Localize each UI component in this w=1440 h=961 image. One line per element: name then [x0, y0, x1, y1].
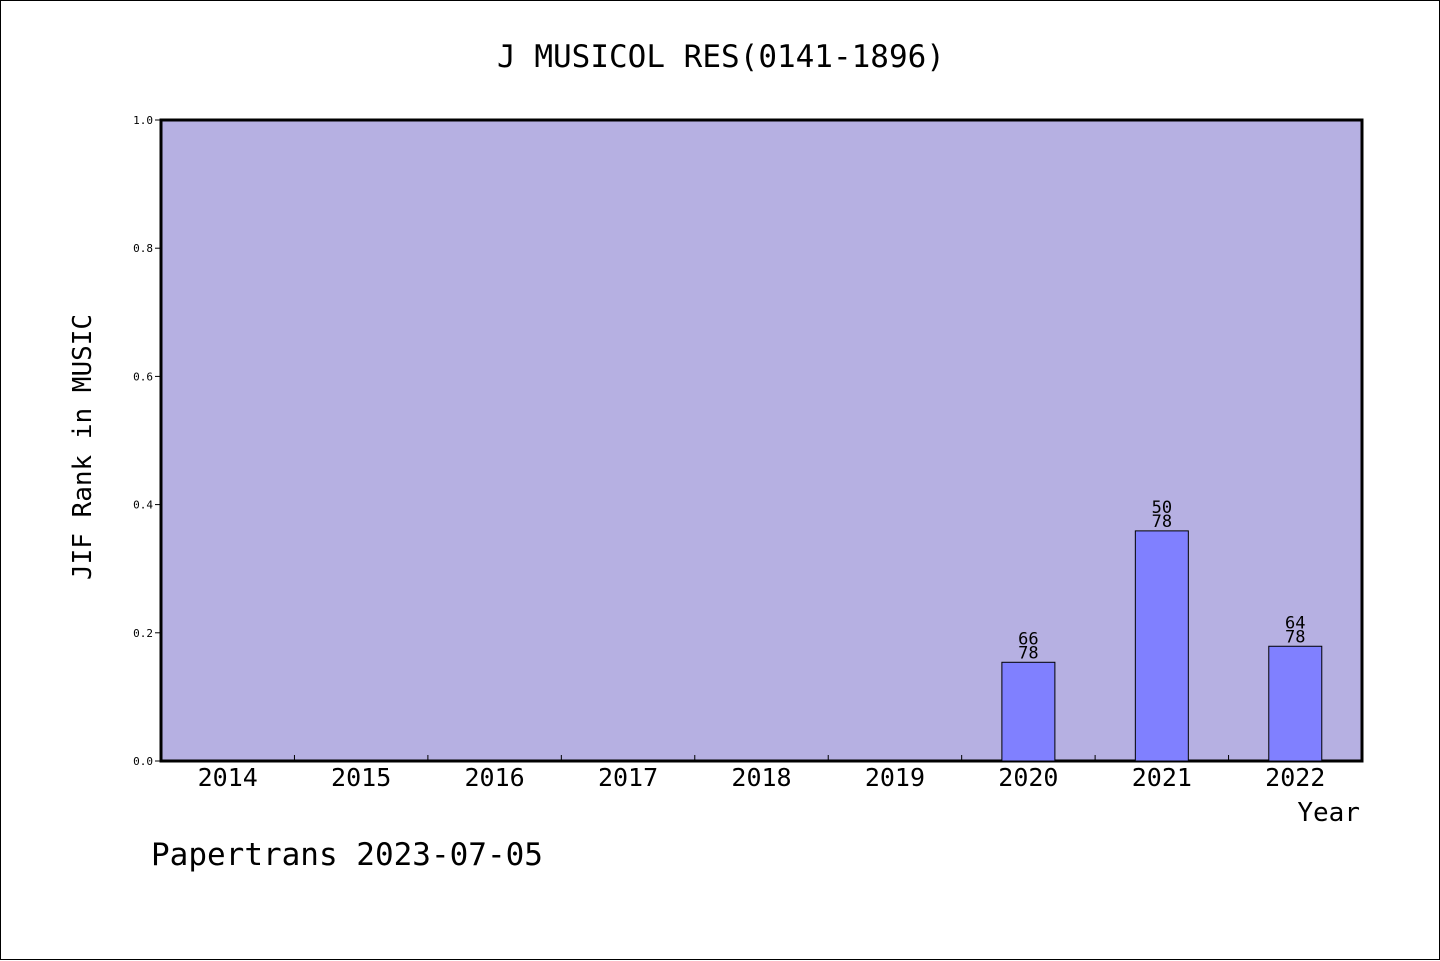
chart-title: J MUSICOL RES(0141-1896) [497, 39, 945, 75]
x-tick-label: 2018 [731, 763, 791, 792]
x-axis-label: Year [1297, 798, 1360, 828]
y-tick-label: 0.4 [133, 499, 153, 512]
x-tick-label: 2020 [998, 763, 1058, 792]
bar-total-label: 78 [1018, 643, 1038, 663]
y-axis-label: JIF Rank in MUSIC [68, 314, 98, 580]
bar-total-label: 78 [1285, 627, 1305, 647]
bar [1268, 645, 1323, 762]
x-tick-label: 2022 [1265, 763, 1325, 792]
x-axis: 2014 2015 2016 2017 2018 2019 2020 2021 2022 [198, 755, 1325, 792]
x-tick-label: 2017 [598, 763, 658, 792]
x-tick-label: 2016 [465, 763, 525, 792]
footer-text: Papertrans 2023-07-05 [151, 837, 543, 873]
bar [1134, 530, 1189, 762]
x-tick-label: 2014 [198, 763, 258, 792]
y-tick-label: 0.6 [133, 370, 153, 383]
bar-rank-label: 64 [1285, 613, 1305, 633]
y-tick-label: 1.0 [133, 114, 153, 127]
bar-rank-label: 66 [1018, 629, 1038, 649]
bar-total-label: 78 [1152, 512, 1172, 532]
y-tick-label: 0.8 [133, 242, 153, 255]
bar [1001, 661, 1056, 762]
x-tick-label: 2019 [865, 763, 925, 792]
y-tick-label: 0.2 [133, 627, 153, 640]
x-tick-label: 2015 [331, 763, 391, 792]
bar-rank-label: 50 [1152, 498, 1172, 518]
x-tick-label: 2021 [1132, 763, 1192, 792]
y-tick-label: 0.0 [133, 755, 153, 768]
y-axis: 0.0 0.2 0.4 0.6 0.8 1.0 [133, 114, 161, 768]
